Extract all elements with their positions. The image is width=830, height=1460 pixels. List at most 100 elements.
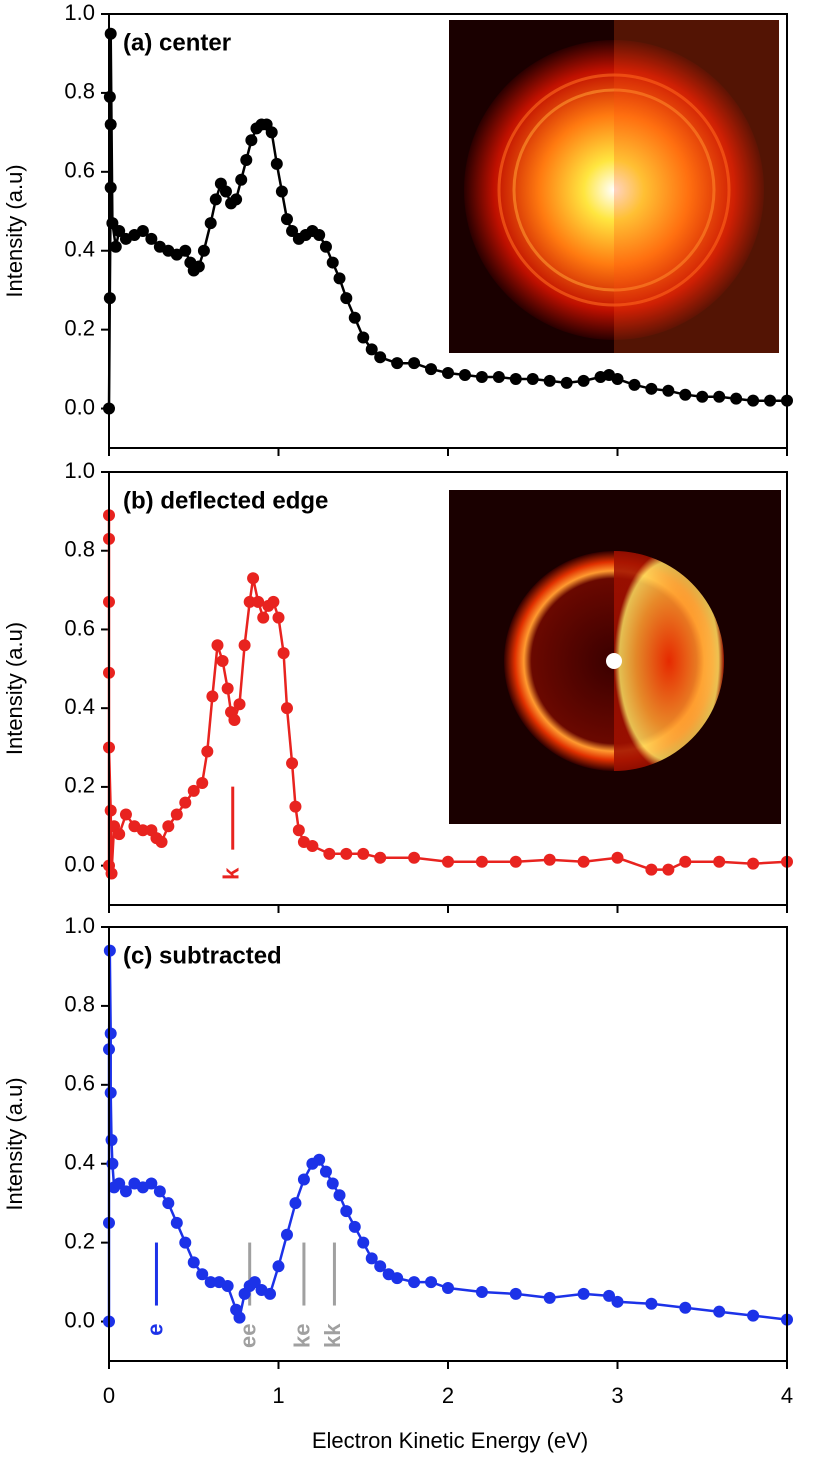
annotation-label: ee (235, 1324, 260, 1348)
data-point (119, 1185, 132, 1198)
data-point (211, 639, 224, 652)
data-point (319, 240, 332, 253)
data-point (104, 804, 117, 817)
data-point (264, 1287, 277, 1300)
annotation-label: k (219, 867, 244, 880)
data-point (679, 855, 692, 868)
data-point (289, 1197, 302, 1210)
data-point (662, 863, 675, 876)
data-point (526, 372, 539, 385)
data-point (104, 27, 117, 40)
panel-title: (a) center (123, 29, 231, 56)
y-axis-label: Intensity (a.u) (2, 164, 27, 297)
data-point (104, 1086, 117, 1099)
data-point (145, 232, 158, 245)
data-point (509, 372, 522, 385)
data-point (136, 824, 149, 837)
y-tick-label: 0.4 (64, 237, 95, 262)
data-line (107, 950, 788, 1322)
data-point (179, 1236, 192, 1249)
data-point (357, 847, 370, 860)
data-point (442, 855, 454, 868)
y-tick-label: 0.8 (64, 537, 95, 562)
data-point (187, 784, 200, 797)
data-point (104, 1027, 117, 1040)
data-point (543, 1291, 556, 1304)
data-point (543, 374, 556, 387)
data-point (155, 836, 168, 849)
x-tick-label: 1 (272, 1383, 284, 1408)
x-tick-label: 4 (781, 1383, 793, 1408)
data-point (297, 1173, 310, 1186)
data-point (628, 378, 641, 391)
y-tick-label: 0.6 (64, 615, 95, 640)
data-point (365, 343, 378, 356)
data-point (280, 702, 293, 715)
data-point (713, 855, 726, 868)
y-tick-label: 0.4 (64, 1150, 95, 1175)
data-point (216, 654, 229, 667)
data-point (442, 1282, 454, 1295)
data-point (611, 372, 624, 385)
data-point (196, 776, 209, 789)
data-point (280, 213, 293, 226)
data-point (247, 572, 260, 585)
axes-frame (108, 926, 788, 1362)
data-point (560, 376, 573, 389)
data-point (374, 1260, 387, 1273)
data-point (292, 824, 305, 837)
data-point (764, 394, 777, 407)
annotation-label: kk (320, 1323, 345, 1348)
data-point (136, 225, 149, 237)
data-point (209, 193, 222, 206)
y-axis-label: Intensity (a.u) (2, 622, 27, 755)
data-point (747, 1309, 760, 1322)
data-point (348, 311, 361, 324)
data-point (204, 217, 217, 230)
data-point (313, 228, 326, 241)
data-point (475, 370, 488, 383)
data-point (645, 382, 658, 395)
data-point (509, 1287, 522, 1300)
data-point (492, 370, 505, 383)
data-point (240, 153, 253, 166)
data-point (104, 118, 117, 131)
data-point (245, 134, 258, 147)
data-point (323, 847, 336, 860)
data-point (233, 698, 246, 711)
data-point (104, 181, 117, 194)
data-point (645, 863, 658, 876)
data-point (713, 390, 726, 403)
panel-title: (b) deflected edge (123, 487, 328, 514)
axes-frame (108, 13, 788, 449)
data-point (277, 647, 290, 660)
data-point (340, 847, 353, 860)
y-tick-label: 1.0 (64, 913, 95, 938)
data-point (113, 1177, 126, 1190)
data-point (408, 851, 421, 864)
data-point (286, 225, 299, 237)
data-point (603, 1289, 616, 1302)
data-point (267, 595, 280, 608)
data-point (257, 611, 270, 624)
data-point (326, 256, 339, 269)
data-point (221, 682, 234, 695)
y-tick-label: 0.8 (64, 79, 95, 104)
data-point (611, 851, 624, 864)
data-point (679, 388, 692, 401)
data-point (270, 157, 283, 170)
data-point (475, 1285, 488, 1298)
data-point (153, 1185, 166, 1198)
data-point (442, 367, 454, 380)
y-tick-label: 1.0 (64, 458, 95, 483)
data-point (187, 1256, 200, 1269)
data-point (679, 1301, 692, 1314)
x-tick-label: 3 (611, 1383, 623, 1408)
data-point (645, 1297, 658, 1310)
y-tick-label: 0.6 (64, 1071, 95, 1096)
data-point (252, 595, 265, 608)
data-point (201, 745, 214, 758)
y-tick-label: 0.8 (64, 992, 95, 1017)
data-point (265, 126, 278, 139)
